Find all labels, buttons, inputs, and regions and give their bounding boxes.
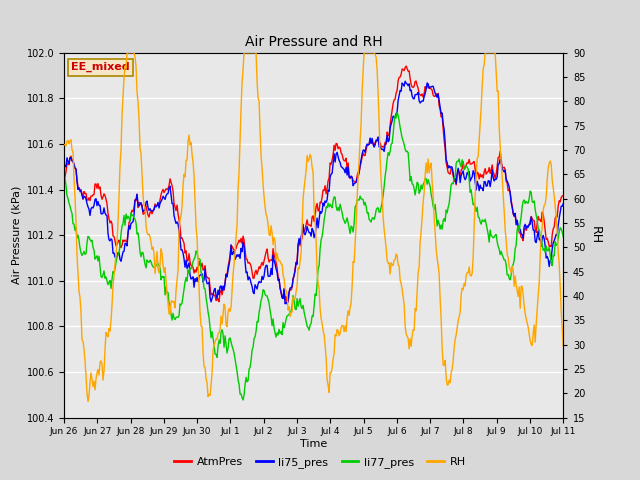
- Legend: AtmPres, li75_pres, li77_pres, RH: AtmPres, li75_pres, li77_pres, RH: [170, 452, 470, 472]
- X-axis label: Time: Time: [300, 439, 327, 449]
- Text: EE_mixed: EE_mixed: [72, 62, 130, 72]
- Y-axis label: Air Pressure (kPa): Air Pressure (kPa): [11, 186, 21, 284]
- Y-axis label: RH: RH: [589, 226, 602, 244]
- Title: Air Pressure and RH: Air Pressure and RH: [244, 35, 383, 49]
